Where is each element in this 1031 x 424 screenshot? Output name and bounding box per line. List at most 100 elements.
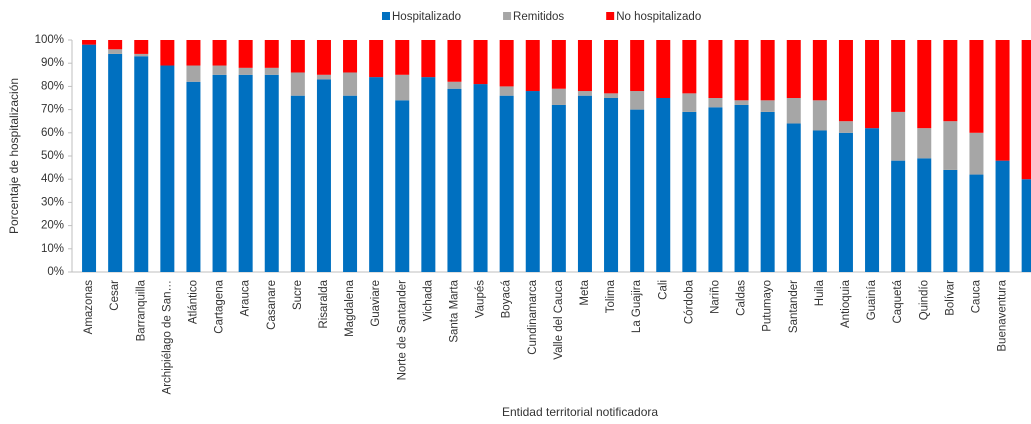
y-tick-label: 70% bbox=[41, 104, 64, 116]
bar-segment bbox=[421, 77, 436, 273]
x-tick-label: Vaupés bbox=[475, 280, 487, 318]
x-tick-label: Córdoba bbox=[683, 279, 695, 324]
bar-segment bbox=[343, 72, 358, 96]
bar-segment bbox=[917, 40, 932, 129]
x-tick-label: Guaviare bbox=[370, 280, 382, 327]
bar-segment bbox=[865, 40, 880, 129]
legend-label: No hospitalizado bbox=[616, 11, 701, 23]
bar-segment bbox=[551, 104, 566, 273]
bar-segment bbox=[343, 95, 358, 273]
y-tick-label: 10% bbox=[41, 243, 64, 255]
y-tick-label: 40% bbox=[41, 173, 64, 185]
bar-segment bbox=[473, 84, 488, 272]
bar-segment bbox=[447, 81, 462, 89]
bar-segment bbox=[891, 160, 906, 272]
bar-segment bbox=[786, 98, 801, 124]
bar-segment bbox=[577, 40, 592, 92]
x-tick-label: Sucre bbox=[292, 280, 304, 310]
y-tick-label: 0% bbox=[47, 266, 64, 278]
bar-segment bbox=[160, 65, 175, 273]
bar-segment bbox=[708, 107, 723, 272]
y-tick-label: 60% bbox=[41, 127, 64, 139]
bar-segment bbox=[577, 95, 592, 273]
bar-segment bbox=[108, 49, 123, 54]
bar-segment bbox=[82, 44, 97, 272]
x-tick-label: Cundinamarca bbox=[527, 279, 539, 354]
x-tick-label: Risaralda bbox=[318, 279, 330, 328]
bar-segment bbox=[786, 123, 801, 273]
bar-segment bbox=[682, 40, 697, 94]
bar-segment bbox=[499, 95, 514, 273]
x-tick-label: Valle del Cauca bbox=[553, 279, 565, 359]
bar-segment bbox=[316, 74, 331, 80]
bar-segment bbox=[1021, 179, 1031, 272]
bar-segment bbox=[134, 53, 149, 57]
bar-segment bbox=[290, 72, 305, 96]
bar-segment bbox=[943, 169, 958, 272]
x-tick-label: Cauca bbox=[970, 279, 982, 313]
y-axis-title: Porcentaje de hospitalización bbox=[7, 78, 21, 234]
bar-segment bbox=[212, 74, 227, 272]
x-tick-label: Santander bbox=[788, 280, 800, 333]
bar-segment bbox=[682, 111, 697, 272]
x-tick-label: Cesar bbox=[109, 280, 121, 311]
bar-segment bbox=[134, 40, 149, 54]
bar-segment bbox=[238, 40, 253, 68]
bar-segment bbox=[525, 40, 540, 92]
bar-segment bbox=[891, 40, 906, 112]
x-tick-label: Cartagena bbox=[214, 279, 226, 333]
bar-segment bbox=[473, 40, 488, 85]
bar-segment bbox=[734, 40, 749, 101]
bar-segment bbox=[838, 132, 853, 272]
bar-segment bbox=[238, 74, 253, 272]
legend-swatch bbox=[606, 12, 615, 20]
x-tick-label: Huila bbox=[814, 279, 826, 306]
bar-segment bbox=[969, 132, 984, 175]
bar-segment bbox=[212, 65, 227, 75]
y-tick-label: 50% bbox=[41, 150, 64, 162]
x-tick-label: Cali bbox=[657, 280, 669, 300]
bar-segment bbox=[734, 100, 749, 105]
bar-segment bbox=[969, 174, 984, 272]
bar-segment bbox=[264, 74, 279, 272]
bar-segment bbox=[577, 91, 592, 96]
x-tick-label: Casanare bbox=[266, 280, 278, 330]
bar-segment bbox=[656, 40, 671, 98]
bar-segment bbox=[186, 81, 201, 272]
bar-segment bbox=[786, 40, 801, 98]
bar-segment bbox=[316, 40, 331, 75]
bar-segment bbox=[343, 40, 358, 73]
x-axis-title: Entidad territorial notificadora bbox=[502, 405, 658, 419]
bar-segment bbox=[682, 93, 697, 112]
bar-segment bbox=[369, 40, 384, 78]
bar-segment bbox=[290, 95, 305, 273]
bar-segment bbox=[395, 40, 410, 75]
bar-segment bbox=[969, 40, 984, 133]
bar-segment bbox=[264, 67, 279, 75]
bar-segment bbox=[108, 40, 123, 50]
bar-segment bbox=[1021, 40, 1031, 180]
bar-segment bbox=[316, 79, 331, 272]
bar-segment bbox=[82, 40, 97, 45]
x-tick-label: Meta bbox=[579, 279, 591, 305]
bar-segment bbox=[395, 74, 410, 101]
bar-segment bbox=[499, 86, 514, 96]
bar-segment bbox=[525, 91, 540, 272]
bar-segment bbox=[838, 121, 853, 133]
bar-segment bbox=[838, 40, 853, 122]
x-tick-label: Amazonas bbox=[83, 280, 95, 335]
bar-segment bbox=[656, 98, 671, 272]
legend-label: Hospitalizado bbox=[392, 11, 461, 23]
x-tick-label: Tolima bbox=[605, 279, 617, 313]
bar-segment bbox=[760, 111, 775, 272]
y-tick-label: 90% bbox=[41, 57, 64, 69]
x-tick-label: Quindío bbox=[918, 280, 930, 320]
x-tick-label: Santa Marta bbox=[448, 279, 460, 342]
bar-segment bbox=[917, 128, 932, 159]
x-tick-label: Guainía bbox=[866, 279, 878, 320]
bar-segment bbox=[447, 88, 462, 272]
x-tick-label: Atlántico bbox=[187, 280, 199, 324]
bar-segment bbox=[134, 56, 149, 272]
x-tick-label: Antioquia bbox=[840, 279, 852, 328]
